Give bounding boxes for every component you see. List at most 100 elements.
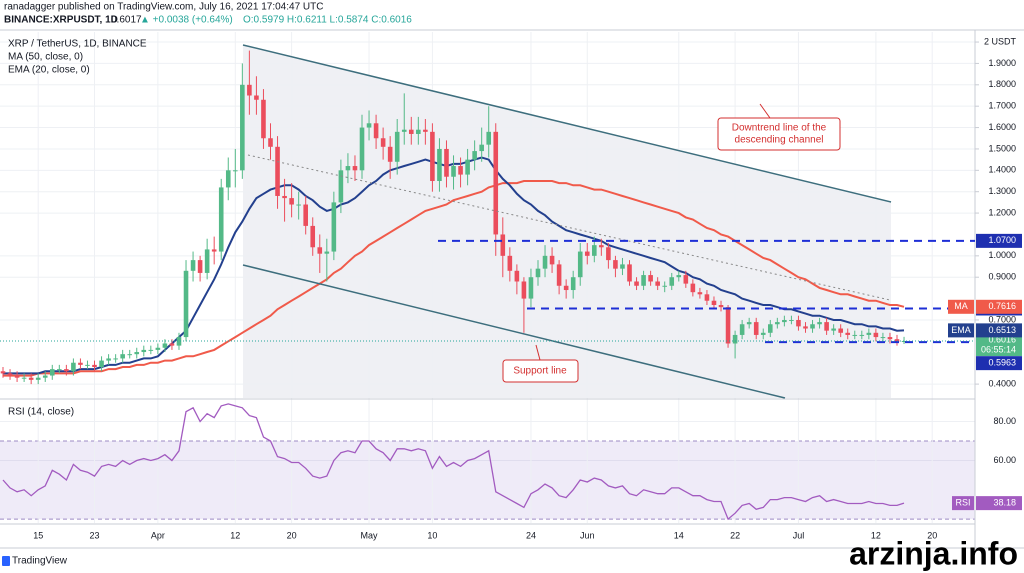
candle-body [0,371,6,374]
candle-body [127,354,133,356]
candle-body [78,362,83,365]
candle-body [599,245,604,248]
x-tick-label: Jul [793,530,805,540]
candle-body [683,275,689,284]
x-tick-label: 12 [230,530,240,540]
candle-body [894,339,900,342]
watermark: arzinja.info [849,535,1018,571]
candle-body [458,166,463,175]
candle-body [197,260,203,273]
candle-body [225,170,231,188]
candle-body [760,332,766,335]
candle-body [324,251,330,254]
candle-body [204,249,210,273]
candle-body [387,146,393,162]
indicator-tag-name-bg [948,323,974,338]
y-tick-label: 1.7000 [988,101,1016,111]
level-tag-label: 1.0700 [988,235,1016,245]
candle-body [852,334,858,336]
candle-body [338,170,344,203]
candle-body [21,377,27,379]
candle-body [570,277,576,291]
candle-body [859,334,865,336]
rsi-tag-name: RSI [955,497,970,507]
candle-body [14,375,20,378]
x-tick-label: 12 [871,530,881,540]
candle-body [49,369,55,376]
candle-body [120,354,125,359]
y-tick-label: 1.0000 [988,250,1016,260]
candle-body [690,283,696,293]
y-tick-label: 1.6000 [988,122,1016,132]
candle-body [796,319,801,327]
candle-body [416,129,421,134]
candle-body [465,159,470,175]
y-tick-label: 2 USDT [984,36,1017,46]
x-tick-label: 14 [674,530,684,540]
indicator-tag-name: MA [954,301,968,311]
y-tick-label: 1.2000 [988,207,1016,217]
y-tick-label: 1.9000 [988,58,1016,68]
candle-body [240,84,245,171]
candle-body [155,347,161,350]
candle-body [528,277,534,299]
candle-body [64,369,69,372]
candle-body [901,341,907,343]
candle-body [85,364,90,366]
candle-body [113,358,118,360]
candle-body [42,375,48,378]
chart-title: XRP / TetherUS, 1D, BINANCE [8,39,147,50]
candle-body [831,328,836,331]
annotation-text: Support line [513,366,567,377]
candle-body [444,148,449,177]
candle-body [289,198,294,205]
candle-body [845,332,851,335]
candle-body [817,322,822,325]
y-tick-label: 1.5000 [988,143,1016,153]
rsi-band [0,441,975,520]
candle-body [7,373,13,376]
candle-body [232,170,238,172]
candle-body [437,148,442,182]
indicator-tag-label: 0.7616 [988,301,1016,311]
candle-body [824,322,829,331]
annotation-pointer [535,344,541,361]
candle-body [873,332,879,338]
candle-body [57,369,62,371]
candle-body [493,131,499,235]
x-tick-label: 22 [730,530,740,540]
candle-body [775,322,780,325]
published-line: ranadagger published on TradingView.com,… [4,2,323,13]
candle-body [535,268,541,278]
candle-body [767,324,773,333]
candle-body [627,264,632,282]
symbol: BINANCE:XRPUSDT, 1D [4,15,118,26]
indicator-tag [976,299,1022,314]
candle-body [810,324,815,329]
x-tick-label: May [361,530,379,540]
candle-body [162,343,168,348]
candle-body [521,281,527,299]
candle-body [352,166,358,171]
y-tick-label: 0.4000 [988,378,1016,388]
level-tag [976,356,1022,371]
candle-body [507,255,513,271]
candle-body [211,249,217,252]
x-tick-label: Apr [151,530,165,540]
candle-body [739,324,745,335]
candle-body [247,84,252,96]
candle-body [366,123,372,128]
legend-entry: EMA (20, close, 0) [8,65,90,76]
candle-body [641,275,646,286]
candle-body [141,349,147,353]
ohlc: O:0.5979 H:0.6211 L:0.5874 C:0.6016 [243,15,412,26]
candle-body [190,260,196,271]
candle-body [423,129,428,132]
candle-body [148,349,154,351]
y-tick-label: 60.00 [993,455,1016,465]
indicator-tag-name-bg [948,299,974,314]
candle-body [669,277,675,286]
legend-entry: RSI (14, close) [8,407,74,418]
logo-mark [2,556,10,566]
